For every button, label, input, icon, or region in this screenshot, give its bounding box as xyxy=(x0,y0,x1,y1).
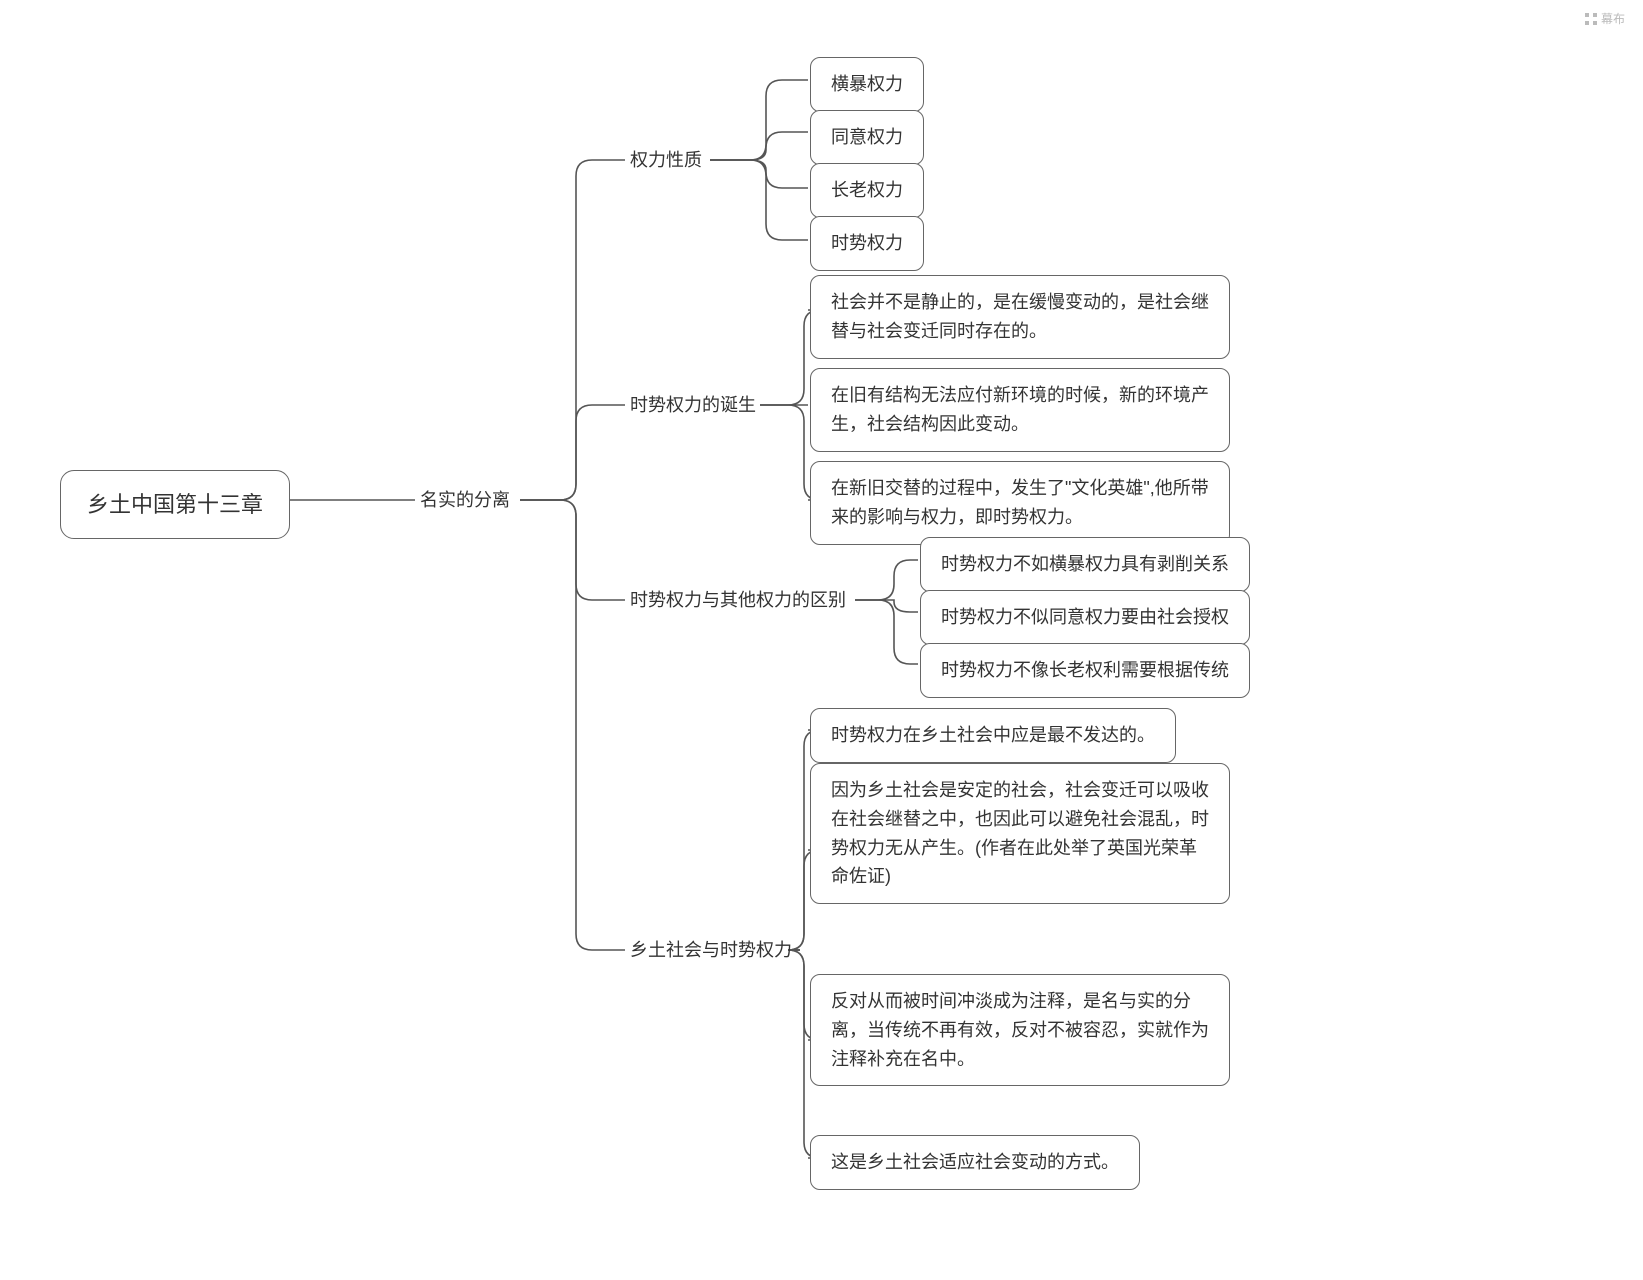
watermark-label: 幕布 xyxy=(1601,10,1625,27)
branch-label: 时势权力与其他权力的区别 xyxy=(630,590,846,610)
level1-node[interactable]: 名实的分离 xyxy=(420,486,510,515)
branch-label: 乡土社会与时势权力 xyxy=(630,940,792,960)
leaf-node[interactable]: 在旧有结构无法应付新环境的时候，新的环境产生，社会结构因此变动。 xyxy=(810,368,1230,452)
leaf-label: 时势权力在乡土社会中应是最不发达的。 xyxy=(831,725,1155,745)
leaf-label: 同意权力 xyxy=(831,127,903,147)
root-node[interactable]: 乡土中国第十三章 xyxy=(60,470,290,539)
branch-node[interactable]: 乡土社会与时势权力 xyxy=(630,936,792,965)
leaf-node[interactable]: 时势权力不像长老权利需要根据传统 xyxy=(920,643,1250,698)
leaf-node[interactable]: 这是乡土社会适应社会变动的方式。 xyxy=(810,1135,1140,1190)
leaf-node[interactable]: 同意权力 xyxy=(810,110,924,165)
branch-label: 时势权力的诞生 xyxy=(630,395,756,415)
leaf-node[interactable]: 时势权力不似同意权力要由社会授权 xyxy=(920,590,1250,645)
leaf-node[interactable]: 反对从而被时间冲淡成为注释，是名与实的分离，当传统不再有效，反对不被容忍，实就作… xyxy=(810,974,1230,1086)
level1-label: 名实的分离 xyxy=(420,490,510,510)
leaf-label: 时势权力 xyxy=(831,233,903,253)
branch-node[interactable]: 时势权力的诞生 xyxy=(630,391,756,420)
leaf-label: 横暴权力 xyxy=(831,74,903,94)
leaf-label: 在新旧交替的过程中，发生了"文化英雄",他所带来的影响与权力，即时势权力。 xyxy=(831,478,1209,527)
watermark: 幕布 xyxy=(1585,10,1625,27)
branch-node[interactable]: 权力性质 xyxy=(630,146,702,175)
leaf-label: 时势权力不如横暴权力具有剥削关系 xyxy=(941,554,1229,574)
root-label: 乡土中国第十三章 xyxy=(87,492,263,517)
leaf-node[interactable]: 时势权力 xyxy=(810,216,924,271)
leaf-node[interactable]: 社会并不是静止的，是在缓慢变动的，是社会继替与社会变迁同时存在的。 xyxy=(810,275,1230,359)
leaf-node[interactable]: 在新旧交替的过程中，发生了"文化英雄",他所带来的影响与权力，即时势权力。 xyxy=(810,461,1230,545)
leaf-label: 时势权力不似同意权力要由社会授权 xyxy=(941,607,1229,627)
leaf-label: 这是乡土社会适应社会变动的方式。 xyxy=(831,1152,1119,1172)
leaf-label: 社会并不是静止的，是在缓慢变动的，是社会继替与社会变迁同时存在的。 xyxy=(831,292,1209,341)
branch-node[interactable]: 时势权力与其他权力的区别 xyxy=(630,586,846,615)
leaf-label: 在旧有结构无法应付新环境的时候，新的环境产生，社会结构因此变动。 xyxy=(831,385,1209,434)
leaf-label: 长老权力 xyxy=(831,180,903,200)
watermark-icon xyxy=(1585,13,1597,25)
leaf-node[interactable]: 时势权力在乡土社会中应是最不发达的。 xyxy=(810,708,1176,763)
leaf-label: 因为乡土社会是安定的社会，社会变迁可以吸收在社会继替之中，也因此可以避免社会混乱… xyxy=(831,780,1209,886)
leaf-node[interactable]: 横暴权力 xyxy=(810,57,924,112)
branch-label: 权力性质 xyxy=(630,150,702,170)
leaf-label: 反对从而被时间冲淡成为注释，是名与实的分离，当传统不再有效，反对不被容忍，实就作… xyxy=(831,991,1209,1069)
leaf-node[interactable]: 长老权力 xyxy=(810,163,924,218)
leaf-node[interactable]: 时势权力不如横暴权力具有剥削关系 xyxy=(920,537,1250,592)
leaf-label: 时势权力不像长老权利需要根据传统 xyxy=(941,660,1229,680)
leaf-node[interactable]: 因为乡土社会是安定的社会，社会变迁可以吸收在社会继替之中，也因此可以避免社会混乱… xyxy=(810,763,1230,904)
mindmap-canvas: 幕布 乡土中国第十三章 名实的分离 权 xyxy=(0,0,1643,1280)
